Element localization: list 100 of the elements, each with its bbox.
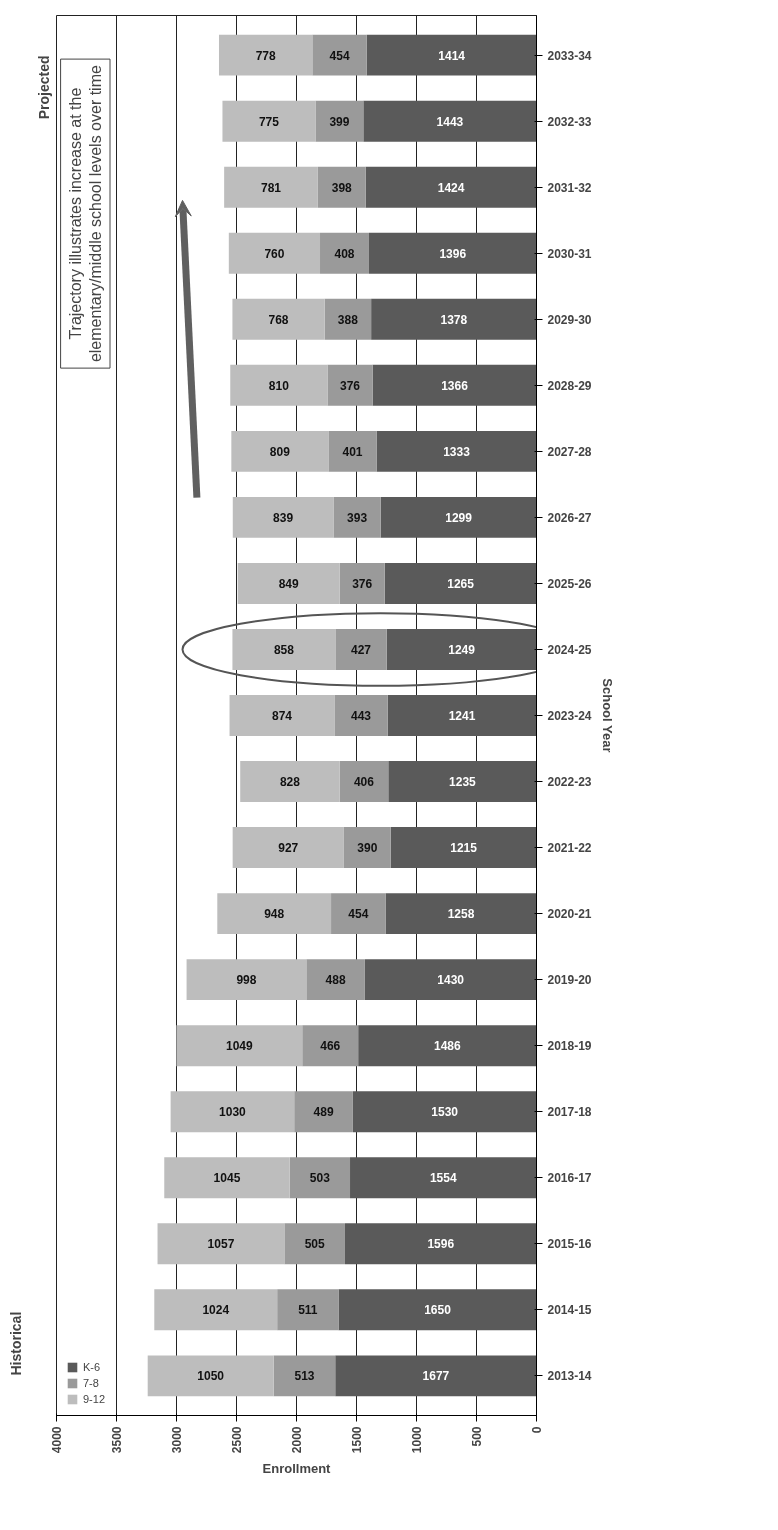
bar: [324, 298, 372, 340]
legend-label: K-6: [83, 1361, 102, 1373]
bar: [231, 430, 329, 472]
data-label: 511: [298, 1303, 318, 1318]
y-tick-label: 2026-27: [547, 510, 592, 525]
data-label: 1333: [443, 444, 471, 459]
data-label: 781: [260, 180, 282, 195]
bar: [339, 562, 385, 604]
bar: [384, 562, 537, 604]
data-label: 443: [350, 709, 372, 723]
bar: [230, 364, 328, 406]
y-tick-label: 2027-28: [547, 444, 592, 459]
bar: [333, 496, 381, 538]
data-label: 849: [278, 576, 299, 591]
legend-label: 9-12: [83, 1393, 106, 1405]
bar: [327, 364, 373, 406]
x-tick-label: 2500: [230, 1426, 244, 1454]
data-label: 1258: [447, 907, 475, 922]
data-label: 406: [353, 775, 375, 790]
bar: [368, 232, 537, 274]
bar: [387, 695, 537, 736]
bar: [312, 34, 367, 76]
legend-label: 7-8: [83, 1377, 100, 1389]
bar: [331, 893, 386, 935]
bar: [306, 959, 365, 1001]
data-label: 505: [304, 1237, 326, 1252]
data-label: 466: [320, 1039, 341, 1054]
data-label: 1045: [213, 1171, 241, 1186]
bar: [294, 1091, 353, 1133]
bar: [284, 1223, 345, 1265]
data-label: 1650: [424, 1303, 452, 1318]
bar: [376, 430, 537, 472]
y-tick-label: 2018-19: [547, 1039, 592, 1054]
data-label: 1050: [197, 1369, 225, 1384]
bar: [372, 364, 537, 406]
data-label: 1396: [439, 246, 467, 261]
bar: [228, 232, 321, 274]
bar: [358, 1025, 537, 1067]
data-label: 927: [278, 841, 299, 856]
bar: [229, 695, 335, 736]
y-tick-label: 2016-17: [547, 1171, 592, 1186]
y-tick-label: 2033-34: [547, 48, 592, 63]
data-label: 454: [348, 907, 369, 922]
data-label: 1430: [437, 973, 465, 988]
data-label: 1378: [440, 312, 468, 327]
bar: [366, 34, 537, 76]
annotation: Trajectory illustrates increase at the elementary/middle school levels over time: [66, 65, 104, 363]
y-tick-label: 2024-25: [547, 642, 592, 657]
bar: [232, 827, 344, 869]
bar: [232, 496, 334, 538]
y-tick-label: 2032-33: [547, 114, 592, 129]
data-label: 1677: [422, 1369, 450, 1384]
data-label: 858: [273, 642, 295, 657]
data-label: 1215: [450, 841, 478, 856]
bar: [385, 893, 537, 935]
data-label: 828: [279, 775, 301, 790]
bar: [380, 496, 537, 538]
bar: [164, 1157, 290, 1199]
data-label: 998: [236, 973, 257, 988]
data-label: 775: [258, 114, 280, 129]
bar: [157, 1223, 285, 1265]
data-label: 1530: [431, 1105, 459, 1120]
bar: [302, 1025, 359, 1067]
data-label: 1414: [438, 48, 466, 63]
data-label: 1241: [448, 709, 476, 723]
y-tick-label: 2029-30: [547, 312, 592, 327]
data-label: 427: [350, 642, 372, 657]
x-tick-label: 3000: [170, 1426, 184, 1454]
y-tick-label: 2030-31: [547, 246, 592, 261]
data-label: 1024: [202, 1303, 230, 1318]
bar: [315, 100, 364, 142]
data-label: 398: [331, 180, 353, 195]
data-label: 1366: [441, 378, 469, 393]
bar: [363, 100, 537, 142]
bar: [289, 1157, 351, 1199]
bar: [344, 1223, 537, 1265]
data-label: 393: [347, 510, 368, 525]
data-label: 503: [309, 1171, 331, 1186]
bar: [320, 232, 369, 274]
data-label: 874: [271, 709, 293, 723]
bar: [232, 628, 336, 670]
x-tick-label: 500: [470, 1426, 484, 1447]
x-axis-title: Enrollment: [262, 1461, 332, 1477]
data-label: 1235: [449, 775, 477, 790]
data-label: 1249: [448, 642, 476, 657]
data-label: 1443: [436, 114, 464, 129]
bar: [364, 959, 537, 1001]
y-tick-label: 2022-23: [547, 775, 592, 790]
data-label: 1057: [207, 1237, 235, 1252]
data-label: 454: [329, 48, 350, 63]
bar: [390, 827, 537, 869]
y-tick-label: 2015-16: [547, 1237, 592, 1252]
y-tick-label: 2021-22: [547, 841, 592, 856]
bar: [335, 1355, 537, 1397]
data-label: 488: [325, 973, 346, 988]
bar: [365, 166, 537, 208]
y-tick-label: 2019-20: [547, 973, 592, 988]
text: Projected: [35, 55, 52, 120]
y-tick-label: 2025-26: [547, 576, 592, 591]
x-tick-label: 1000: [410, 1426, 424, 1454]
